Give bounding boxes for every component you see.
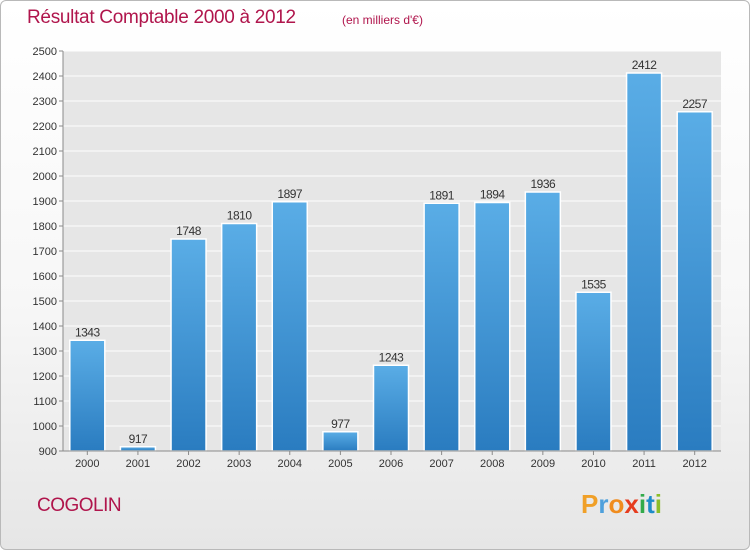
data-label: 1894 xyxy=(480,188,506,202)
y-tick-label: 2000 xyxy=(33,171,57,183)
y-tick-label: 1700 xyxy=(33,246,57,258)
y-tick-label: 1900 xyxy=(33,196,57,208)
bar xyxy=(322,431,359,452)
bar xyxy=(625,72,663,452)
x-tick-label: 2007 xyxy=(429,458,453,470)
bar xyxy=(575,291,612,452)
x-tick-label: 2000 xyxy=(75,458,99,470)
y-tick-label: 2300 xyxy=(33,96,57,108)
bar xyxy=(676,111,713,452)
data-label: 1748 xyxy=(176,224,202,238)
proxiti-logo: Proxiti xyxy=(581,489,662,520)
bar xyxy=(271,201,309,452)
x-tick-label: 2004 xyxy=(278,458,302,470)
y-tick-label: 2100 xyxy=(33,146,57,158)
x-tick-label: 2005 xyxy=(328,458,352,470)
chart-subtitle: (en milliers d'€) xyxy=(342,13,423,27)
logo-letter: i xyxy=(654,489,662,519)
bar xyxy=(473,201,511,452)
y-tick-label: 2400 xyxy=(33,71,57,83)
y-tick-label: 1000 xyxy=(33,421,57,433)
x-tick-label: 2012 xyxy=(682,458,706,470)
y-tick-label: 1800 xyxy=(33,221,57,233)
y-tick-label: 1200 xyxy=(33,371,57,383)
bar xyxy=(524,191,562,452)
y-tick-label: 1500 xyxy=(33,296,57,308)
data-label: 977 xyxy=(331,417,350,431)
x-tick-label: 2008 xyxy=(480,458,504,470)
commune-name: COGOLIN xyxy=(37,495,122,516)
y-tick-label: 2200 xyxy=(33,121,57,133)
y-tick-label: 1400 xyxy=(33,321,57,333)
x-tick-label: 2001 xyxy=(126,458,150,470)
data-label: 917 xyxy=(129,432,148,446)
y-tick-label: 900 xyxy=(39,446,57,458)
logo-letter: x xyxy=(624,489,639,519)
bar xyxy=(423,202,460,452)
x-tick-label: 2009 xyxy=(531,458,555,470)
data-label: 1343 xyxy=(75,325,101,339)
logo-letter: P xyxy=(581,489,599,519)
y-tick-label: 2500 xyxy=(33,46,57,58)
x-tick-label: 2006 xyxy=(379,458,403,470)
x-tick-label: 2002 xyxy=(176,458,200,470)
y-tick-label: 1300 xyxy=(33,346,57,358)
data-label: 1936 xyxy=(530,177,556,191)
data-label: 1243 xyxy=(379,350,405,364)
x-tick-label: 2011 xyxy=(632,458,656,470)
x-tick-label: 2003 xyxy=(227,458,251,470)
bar xyxy=(119,446,157,452)
logo-letter: o xyxy=(608,489,625,519)
chart-title: Résultat Comptable 2000 à 2012 xyxy=(27,7,296,28)
y-tick-label: 1100 xyxy=(33,396,57,408)
x-tick-label: 2010 xyxy=(581,458,605,470)
data-label: 1810 xyxy=(227,209,253,223)
data-label: 1897 xyxy=(277,187,303,201)
data-label: 1535 xyxy=(581,277,607,291)
data-label: 2257 xyxy=(682,97,708,111)
logo-letter: t xyxy=(646,489,655,519)
bar xyxy=(69,339,106,452)
data-label: 2412 xyxy=(632,58,658,72)
logo-letter: i xyxy=(638,489,647,519)
bar xyxy=(220,222,258,452)
y-tick-label: 1600 xyxy=(33,271,57,283)
bar xyxy=(170,238,207,452)
bar xyxy=(372,364,410,452)
logo-letter: r xyxy=(598,489,609,519)
data-label: 1891 xyxy=(429,188,455,202)
